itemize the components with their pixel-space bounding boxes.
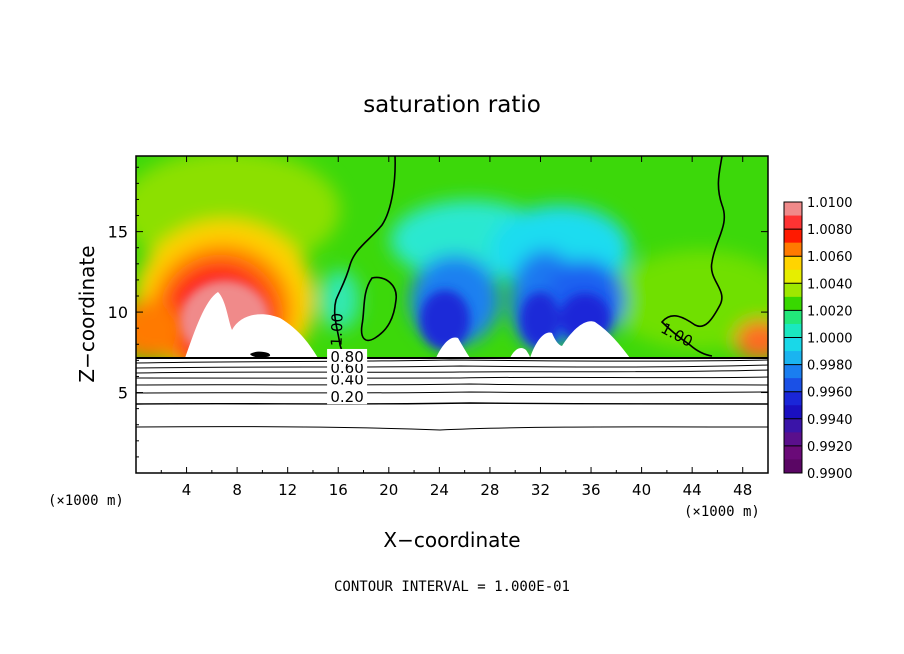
plot-frame	[135, 155, 769, 474]
x-axis-label: X−coordinate	[383, 528, 520, 552]
contour-label: 1.00	[327, 313, 346, 347]
x-tick-label: 20	[379, 481, 398, 499]
x-tick-label: 48	[733, 481, 752, 499]
contour-label-bg	[327, 348, 368, 364]
chart-title: saturation ratio	[363, 92, 541, 118]
colorbar-label: 1.0020	[807, 304, 853, 319]
y-tick-label: 15	[108, 223, 128, 242]
colorbar-swatch	[784, 296, 802, 311]
colorbar-label: 0.9980	[807, 359, 853, 374]
colorbar-swatch	[784, 202, 802, 217]
colorbar-swatch	[784, 445, 802, 460]
colorbar-swatch	[784, 418, 802, 433]
x-tick-label: 16	[329, 481, 348, 499]
y-axis: 5 10 15	[108, 166, 768, 458]
contour-label-bg	[327, 371, 368, 387]
contour-interval-note: CONTOUR INTERVAL = 1.000E-01	[334, 579, 570, 595]
x-tick-label: 36	[581, 481, 600, 499]
x-tick-label: 44	[683, 481, 702, 499]
colorbar: 1.0100 1.0080 1.0060 1.0040 1.0020 1.0000 0.99…	[783, 196, 853, 482]
colorbar-swatch	[784, 378, 802, 393]
contour-label: 0.20	[330, 388, 363, 406]
colorbar-label: 0.9960	[807, 386, 853, 401]
colorbar-swatch	[784, 310, 802, 325]
contour-labels: 0.200.400.600.801.00 1.00	[327, 313, 696, 406]
y-axis-label: Z−coordinate	[75, 245, 99, 382]
colorbar-swatch	[784, 269, 802, 284]
colorbar-label: 1.0000	[807, 332, 853, 347]
x-tick-label: 28	[480, 481, 499, 499]
x-tick-label: 12	[278, 481, 297, 499]
y-tick-label: 10	[108, 303, 128, 322]
colorbar-swatch	[784, 405, 802, 420]
x-tick-label: 32	[531, 481, 550, 499]
x-tick-label: 8	[232, 481, 242, 499]
colorbar-label: 0.9940	[807, 413, 853, 428]
colorbar-swatch	[784, 323, 802, 338]
colorbar-swatch	[784, 391, 802, 406]
plot-area	[136, 156, 768, 473]
colorbar-label: 1.0100	[807, 196, 853, 211]
colorbar-swatch	[784, 256, 802, 271]
colorbar-label: 1.0040	[807, 277, 853, 292]
colorbar-label: 1.0080	[807, 223, 853, 238]
colorbar-label: 0.9900	[807, 467, 853, 482]
colorbar-swatch	[784, 351, 802, 366]
x-tick-label: 24	[430, 481, 449, 499]
contour-label: 0.80	[330, 348, 363, 366]
colorbar-label: 1.0060	[807, 250, 853, 265]
colorbar-swatch	[784, 432, 802, 447]
colorbar-swatch	[784, 242, 802, 257]
x-unit-left: (×1000 m)	[48, 493, 124, 509]
x-tick-label: 4	[182, 481, 192, 499]
y-tick-label: 5	[118, 384, 128, 403]
contour-label-bg	[327, 389, 368, 405]
x-axis: 4 8 12 16 20 24 28 32 36 40 44 48	[160, 156, 752, 499]
colorbar-label: 0.9920	[807, 440, 853, 455]
x-unit-right: (×1000 m)	[684, 504, 760, 520]
contour-label-bg	[327, 360, 368, 376]
colorbar-swatch	[784, 459, 802, 474]
colorbar-swatch	[784, 229, 802, 244]
colorbar-swatch	[784, 215, 802, 230]
colorbar-swatch	[784, 337, 802, 352]
colorbar-swatch	[784, 283, 802, 298]
colorbar-swatch	[784, 364, 802, 379]
x-tick-label: 40	[632, 481, 651, 499]
